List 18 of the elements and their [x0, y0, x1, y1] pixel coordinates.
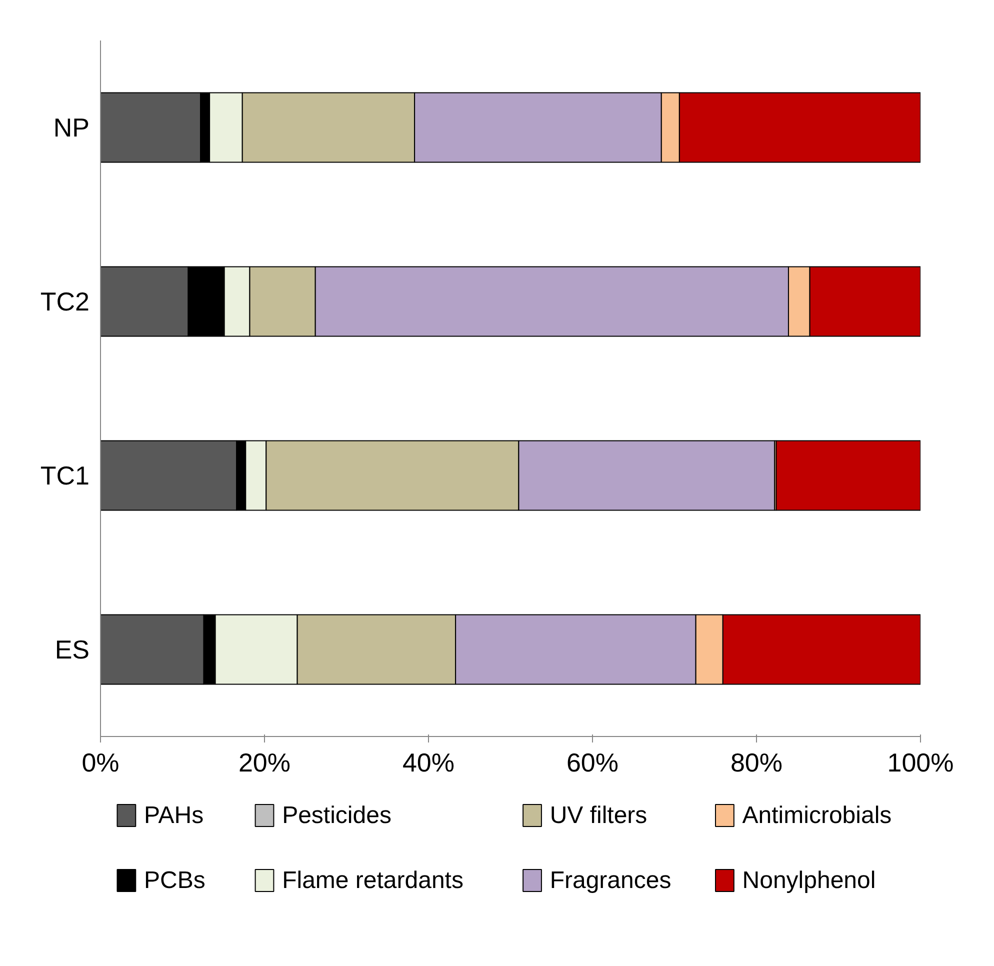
- y-tick-label: TC2: [40, 286, 90, 316]
- x-tick-label: 60%: [566, 748, 619, 778]
- legend-label: PCBs: [144, 867, 206, 894]
- y-tick-label: ES: [54, 634, 90, 664]
- x-tick-label: 0%: [82, 748, 120, 778]
- legend-label: Nonylphenol: [742, 867, 876, 894]
- y-tick-label: NP: [53, 112, 90, 142]
- x-tick-label: 20%: [238, 748, 291, 778]
- legend-label: Fragrances: [550, 867, 672, 894]
- legend-label: Antimicrobials: [742, 802, 892, 829]
- x-tick-label: 40%: [402, 748, 455, 778]
- x-tick-label: 80%: [730, 748, 783, 778]
- legend-label: UV filters: [550, 802, 648, 829]
- legend-label: PAHs: [144, 802, 204, 829]
- legend-label: Pesticides: [282, 802, 392, 829]
- legend-label: Flame retardants: [282, 867, 464, 894]
- y-tick-label: TC1: [40, 460, 90, 490]
- x-tick-label: 100%: [887, 748, 954, 778]
